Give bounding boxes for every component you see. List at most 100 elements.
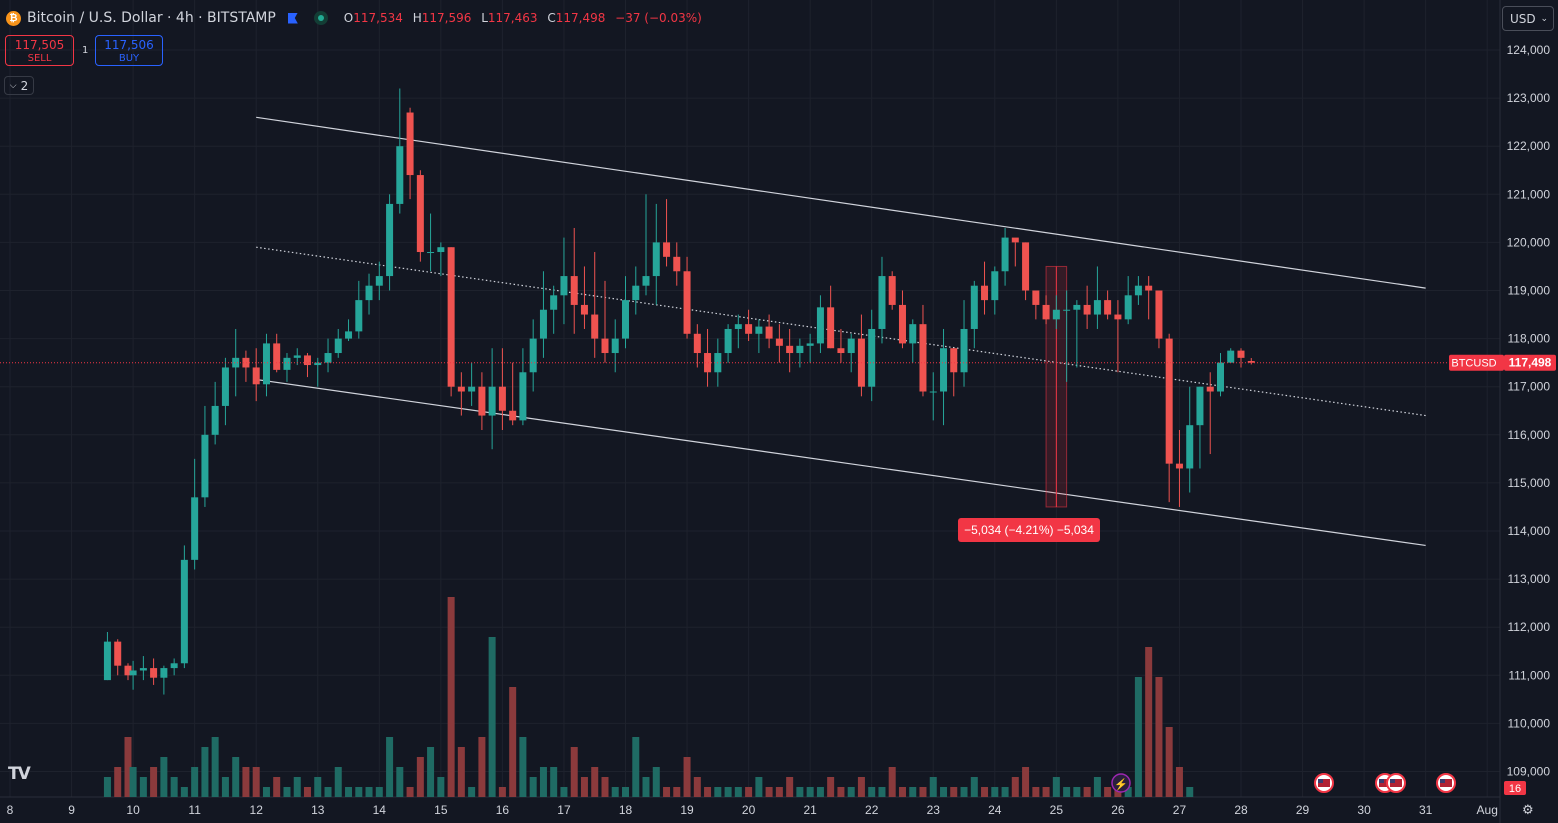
- candle-body: [211, 405, 219, 435]
- candle-body: [827, 307, 835, 349]
- candle-body: [775, 338, 783, 346]
- candle-body: [1186, 425, 1194, 469]
- volume-bar: [478, 737, 486, 797]
- us-flag-stripes: [1440, 779, 1452, 787]
- candle-body: [837, 348, 845, 354]
- candle-body: [960, 328, 968, 373]
- candle-body: [632, 285, 640, 301]
- ohlc-readout: O117,534 H117,596 L117,463 C117,498 −37 …: [344, 11, 702, 25]
- volume-bar: [1124, 787, 1132, 797]
- candle-body: [550, 295, 558, 310]
- candle-body: [170, 663, 178, 669]
- volume-bar: [816, 787, 824, 797]
- candle-body: [601, 338, 609, 354]
- x-tick-label: 9: [68, 803, 75, 817]
- ohlc-high-value: 117,596: [421, 11, 472, 25]
- volume-bar: [981, 787, 989, 797]
- volume-bar: [1001, 787, 1009, 797]
- indicators-toggle-button[interactable]: ⌵ 2: [4, 76, 34, 95]
- volume-bar: [806, 787, 814, 797]
- candle-body: [303, 355, 311, 366]
- sell-button[interactable]: 117,505 SELL: [5, 35, 74, 66]
- candle-body: [1237, 350, 1245, 358]
- candle-body: [981, 285, 989, 301]
- volume-bar: [345, 787, 353, 797]
- candle-body: [262, 343, 270, 385]
- volume-bar: [498, 787, 506, 797]
- candle-body: [560, 276, 568, 296]
- x-tick-label: 18: [619, 803, 633, 817]
- volume-bar: [129, 767, 137, 797]
- candle-body: [724, 328, 732, 354]
- candle-body: [191, 497, 199, 560]
- candle-body: [806, 343, 814, 346]
- candle-body: [283, 357, 291, 370]
- ohlc-close-key: C: [547, 11, 556, 25]
- volume-bar: [252, 767, 260, 797]
- volume-bar: [314, 777, 322, 797]
- volume-bar: [765, 787, 773, 797]
- volume-bar: [837, 787, 845, 797]
- volume-bar: [1032, 787, 1040, 797]
- symbol-tag-label: BTCUSD: [1451, 358, 1496, 370]
- buy-button[interactable]: 117,506 BUY: [95, 35, 163, 66]
- volume-bar: [632, 737, 640, 797]
- measure-label-box: [958, 518, 1100, 542]
- volume-bar: [991, 787, 999, 797]
- candle-body: [314, 362, 322, 366]
- candle-body: [478, 386, 486, 416]
- buy-label: BUY: [118, 53, 140, 64]
- volume-bar: [898, 787, 906, 797]
- currency-select[interactable]: USD ⌄: [1502, 6, 1554, 31]
- volume-bar: [970, 777, 978, 797]
- volume-bar: [570, 747, 578, 797]
- candle-body: [406, 112, 414, 176]
- volume-bar: [1022, 767, 1030, 797]
- y-tick-label: 121,000: [1507, 187, 1551, 201]
- volume-bar: [170, 777, 178, 797]
- volume-bar: [386, 737, 394, 797]
- volume-bar: [180, 787, 188, 797]
- candle-body: [509, 410, 517, 421]
- candle-body: [1227, 350, 1235, 363]
- volume-bar: [1155, 677, 1163, 797]
- volume-bar: [1175, 767, 1183, 797]
- volume-bar: [642, 777, 650, 797]
- volume-bar: [150, 767, 158, 797]
- ohlc-high-key: H: [412, 11, 422, 25]
- us-flag-canton: [1379, 779, 1384, 783]
- volume-bar: [262, 787, 270, 797]
- x-tick-label: 12: [250, 803, 264, 817]
- candle-body: [611, 338, 619, 354]
- measure-label: −5,034 (−4.21%) −5,034: [964, 523, 1094, 537]
- candle-body: [704, 353, 712, 373]
- us-flag-stripes: [1318, 779, 1330, 787]
- candle-body: [293, 355, 301, 358]
- tradingview-logo-icon[interactable]: TV: [8, 764, 31, 784]
- volume-bar: [334, 767, 342, 797]
- candle-body: [786, 345, 794, 354]
- volume-bar: [519, 737, 527, 797]
- flag-icon[interactable]: [287, 12, 298, 24]
- ohlc-open-value: 117,534: [353, 11, 403, 25]
- candle-body: [765, 326, 773, 339]
- volume-bar: [242, 767, 250, 797]
- us-flag-stripes: [1379, 779, 1391, 787]
- candle-body: [416, 175, 424, 253]
- candle-body: [673, 256, 681, 272]
- volume-bar: [529, 777, 537, 797]
- volume-bar: [580, 777, 588, 797]
- ohlc-open-key: O: [343, 11, 354, 25]
- candle-body: [457, 386, 465, 392]
- gear-icon[interactable]: ⚙: [1522, 803, 1534, 818]
- volume-bar: [1134, 677, 1142, 797]
- market-status-icon[interactable]: [313, 11, 328, 25]
- y-tick-label: 111,000: [1508, 668, 1550, 682]
- candle-body: [1247, 361, 1255, 363]
- volume-bar: [103, 777, 111, 797]
- volume-bar: [693, 777, 701, 797]
- symbol-title[interactable]: Bitcoin / U.S. Dollar · 4h · BITSTAMP: [27, 10, 276, 26]
- volume-bar: [1052, 777, 1060, 797]
